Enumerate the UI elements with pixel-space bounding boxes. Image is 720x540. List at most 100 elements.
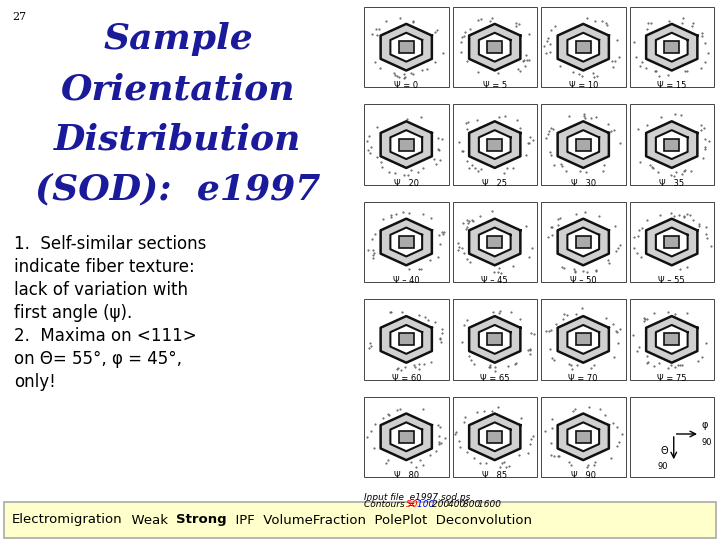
Polygon shape bbox=[557, 414, 609, 460]
Polygon shape bbox=[469, 219, 521, 265]
Bar bbox=[576, 41, 591, 53]
Text: Ψ – 55: Ψ – 55 bbox=[658, 276, 685, 285]
Bar bbox=[399, 333, 414, 346]
Bar bbox=[629, 299, 714, 380]
Bar bbox=[541, 7, 626, 87]
Text: Ψ = 60: Ψ = 60 bbox=[392, 374, 421, 383]
Text: Ψ   80: Ψ 80 bbox=[394, 471, 419, 480]
Text: Ψ   20: Ψ 20 bbox=[394, 179, 419, 188]
Polygon shape bbox=[646, 219, 698, 265]
Polygon shape bbox=[381, 414, 432, 460]
Bar bbox=[664, 41, 680, 53]
Text: Ψ = 15: Ψ = 15 bbox=[657, 82, 686, 90]
Text: Ψ – 45: Ψ – 45 bbox=[482, 276, 508, 285]
Text: 800: 800 bbox=[463, 500, 483, 509]
Text: Input file  e1997.sod.ps: Input file e1997.sod.ps bbox=[364, 493, 470, 502]
Polygon shape bbox=[390, 33, 422, 62]
Bar bbox=[576, 236, 591, 248]
Bar bbox=[487, 139, 503, 151]
Text: Strong: Strong bbox=[176, 514, 227, 526]
Polygon shape bbox=[656, 227, 688, 256]
Text: only!: only! bbox=[14, 373, 55, 391]
Polygon shape bbox=[646, 122, 698, 168]
Text: IPF  VolumeFraction  PolePlot  Deconvolution: IPF VolumeFraction PolePlot Deconvolutio… bbox=[227, 514, 532, 526]
Polygon shape bbox=[567, 130, 599, 159]
Bar bbox=[576, 333, 591, 346]
Text: first angle (ψ).: first angle (ψ). bbox=[14, 304, 132, 322]
Bar bbox=[664, 236, 680, 248]
Polygon shape bbox=[381, 24, 432, 71]
Text: Ψ = 5: Ψ = 5 bbox=[482, 82, 507, 90]
Text: 90: 90 bbox=[657, 462, 667, 471]
Bar bbox=[364, 104, 449, 185]
Polygon shape bbox=[479, 325, 510, 354]
Polygon shape bbox=[390, 325, 422, 354]
Text: Ψ   30: Ψ 30 bbox=[571, 179, 596, 188]
Polygon shape bbox=[479, 33, 510, 62]
Text: 200: 200 bbox=[433, 500, 453, 509]
Polygon shape bbox=[557, 24, 609, 71]
Bar bbox=[487, 333, 503, 346]
Text: Sample: Sample bbox=[103, 22, 253, 56]
Polygon shape bbox=[557, 316, 609, 363]
Polygon shape bbox=[381, 219, 432, 265]
Polygon shape bbox=[479, 227, 510, 256]
Bar bbox=[664, 333, 680, 346]
Polygon shape bbox=[646, 24, 698, 71]
Bar bbox=[629, 7, 714, 87]
Bar bbox=[629, 396, 714, 477]
Polygon shape bbox=[656, 33, 688, 62]
Polygon shape bbox=[567, 33, 599, 62]
Text: on Θ= 55°, φ = 45°,: on Θ= 55°, φ = 45°, bbox=[14, 350, 182, 368]
Text: Θ: Θ bbox=[660, 446, 667, 456]
Polygon shape bbox=[567, 325, 599, 354]
Text: 100: 100 bbox=[417, 500, 437, 509]
Bar bbox=[399, 41, 414, 53]
Bar bbox=[364, 299, 449, 380]
Bar bbox=[487, 431, 503, 443]
Polygon shape bbox=[381, 316, 432, 363]
Text: 1600: 1600 bbox=[478, 500, 504, 509]
Text: (SOD):  e1997: (SOD): e1997 bbox=[35, 172, 320, 206]
Polygon shape bbox=[557, 219, 609, 265]
Bar bbox=[399, 431, 414, 443]
Text: φ: φ bbox=[702, 420, 708, 430]
Polygon shape bbox=[469, 316, 521, 363]
Bar bbox=[487, 236, 503, 248]
Text: 400: 400 bbox=[448, 500, 468, 509]
Polygon shape bbox=[656, 325, 688, 354]
Bar bbox=[576, 139, 591, 151]
Text: 1.  Self-similar sections: 1. Self-similar sections bbox=[14, 235, 207, 253]
Polygon shape bbox=[567, 227, 599, 256]
Text: 27: 27 bbox=[12, 12, 26, 22]
Polygon shape bbox=[390, 130, 422, 159]
Text: Ψ = 65: Ψ = 65 bbox=[480, 374, 510, 383]
Bar bbox=[4, 502, 716, 538]
Polygon shape bbox=[479, 422, 510, 451]
Polygon shape bbox=[656, 130, 688, 159]
Text: Ψ – 50: Ψ – 50 bbox=[570, 276, 597, 285]
Text: 90: 90 bbox=[702, 438, 712, 447]
Bar bbox=[664, 139, 680, 151]
Bar bbox=[364, 202, 449, 282]
Text: Ψ – 40: Ψ – 40 bbox=[393, 276, 420, 285]
Polygon shape bbox=[557, 122, 609, 168]
Bar bbox=[452, 7, 537, 87]
Text: Electromigration: Electromigration bbox=[12, 514, 122, 526]
Bar bbox=[452, 202, 537, 282]
Bar bbox=[629, 202, 714, 282]
Bar bbox=[364, 7, 449, 87]
Text: Ψ   35: Ψ 35 bbox=[660, 179, 684, 188]
Text: 2.  Maxima on <111>: 2. Maxima on <111> bbox=[14, 327, 197, 345]
Text: Orientation: Orientation bbox=[60, 72, 295, 106]
Polygon shape bbox=[469, 122, 521, 168]
Bar bbox=[399, 236, 414, 248]
Bar bbox=[399, 139, 414, 151]
Polygon shape bbox=[390, 422, 422, 451]
Text: Weak: Weak bbox=[122, 514, 176, 526]
Bar bbox=[629, 104, 714, 185]
Text: 50: 50 bbox=[406, 500, 420, 509]
Text: Ψ = 0: Ψ = 0 bbox=[394, 82, 418, 90]
Bar bbox=[541, 299, 626, 380]
Polygon shape bbox=[469, 24, 521, 71]
